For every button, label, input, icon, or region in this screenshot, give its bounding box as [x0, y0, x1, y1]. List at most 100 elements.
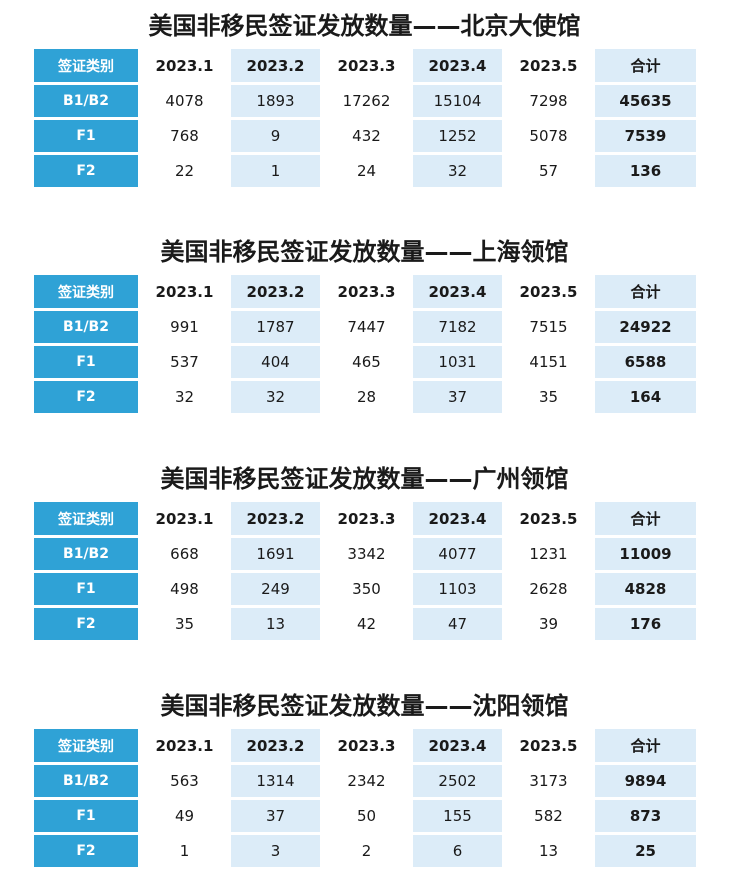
table-row: F1 537 404 465 1031 4151 6588	[33, 344, 697, 379]
table-row: F1 49 37 50 155 582 873	[33, 798, 697, 833]
table-cell: 39	[503, 606, 594, 641]
visa-table: 签证类别 2023.1 2023.2 2023.3 2023.4 2023.5 合计 B1/B…	[33, 501, 697, 641]
visa-type-label: B1/B2	[33, 309, 139, 344]
visa-type-label: F2	[33, 606, 139, 641]
table-cell: 17262	[321, 83, 412, 118]
table-title: 美国非移民签证发放数量——上海领馆	[160, 238, 569, 266]
column-header-month: 2023.1	[139, 501, 230, 536]
table-cell: 3173	[503, 763, 594, 798]
table-cell: 7515	[503, 309, 594, 344]
row-total: 4828	[594, 571, 697, 606]
table-cell: 2502	[412, 763, 503, 798]
table-cell: 2342	[321, 763, 412, 798]
table-cell: 404	[230, 344, 321, 379]
table-title: 美国非移民签证发放数量——广州领馆	[160, 465, 569, 493]
row-total: 164	[594, 379, 697, 414]
table-cell: 155	[412, 798, 503, 833]
table-cell: 6	[412, 833, 503, 868]
table-cell: 537	[139, 344, 230, 379]
row-total: 6588	[594, 344, 697, 379]
table-row: F2 1 3 2 6 13 25	[33, 833, 697, 868]
table-cell: 1103	[412, 571, 503, 606]
column-header-month: 2023.5	[503, 48, 594, 83]
column-header-month: 2023.2	[230, 274, 321, 309]
table-cell: 5078	[503, 118, 594, 153]
column-header-month: 2023.3	[321, 728, 412, 763]
visa-type-label: F1	[33, 118, 139, 153]
row-total: 7539	[594, 118, 697, 153]
visa-table: 签证类别 2023.1 2023.2 2023.3 2023.4 2023.5 合计 B1/B…	[33, 48, 697, 188]
column-header-month: 2023.3	[321, 48, 412, 83]
table-cell: 498	[139, 571, 230, 606]
table-cell: 465	[321, 344, 412, 379]
table-cell: 7298	[503, 83, 594, 118]
visa-type-label: F2	[33, 379, 139, 414]
table-cell: 768	[139, 118, 230, 153]
row-total: 873	[594, 798, 697, 833]
table-row: F1 498 249 350 1103 2628 4828	[33, 571, 697, 606]
column-header-month: 2023.5	[503, 274, 594, 309]
row-total: 176	[594, 606, 697, 641]
table-cell: 47	[412, 606, 503, 641]
visa-type-label: F1	[33, 344, 139, 379]
header-row: 签证类别 2023.1 2023.2 2023.3 2023.4 2023.5 合计	[33, 501, 697, 536]
visa-type-label: F2	[33, 833, 139, 868]
table-row: F1 768 9 432 1252 5078 7539	[33, 118, 697, 153]
table-cell: 350	[321, 571, 412, 606]
column-header-month: 2023.3	[321, 501, 412, 536]
column-header-month: 2023.5	[503, 501, 594, 536]
table-cell: 249	[230, 571, 321, 606]
table-cell: 57	[503, 153, 594, 188]
column-header-month: 2023.5	[503, 728, 594, 763]
visa-type-label: B1/B2	[33, 83, 139, 118]
table-cell: 1231	[503, 536, 594, 571]
row-total: 24922	[594, 309, 697, 344]
column-header-month: 2023.1	[139, 274, 230, 309]
table-cell: 432	[321, 118, 412, 153]
table-cell: 2	[321, 833, 412, 868]
table-cell: 22	[139, 153, 230, 188]
table-cell: 1	[139, 833, 230, 868]
header-row: 签证类别 2023.1 2023.2 2023.3 2023.4 2023.5 合计	[33, 48, 697, 83]
visa-type-label: B1/B2	[33, 763, 139, 798]
column-header-total: 合计	[594, 48, 697, 83]
column-header-month: 2023.1	[139, 728, 230, 763]
table-cell: 3342	[321, 536, 412, 571]
table-title: 美国非移民签证发放数量——沈阳领馆	[160, 692, 569, 720]
table-cell: 1691	[230, 536, 321, 571]
table-cell: 35	[503, 379, 594, 414]
table-cell: 668	[139, 536, 230, 571]
row-total: 45635	[594, 83, 697, 118]
table-cell: 32	[139, 379, 230, 414]
table-row: F2 32 32 28 37 35 164	[33, 379, 697, 414]
table-cell: 37	[230, 798, 321, 833]
table-cell: 1893	[230, 83, 321, 118]
table-cell: 1252	[412, 118, 503, 153]
table-cell: 15104	[412, 83, 503, 118]
table-cell: 24	[321, 153, 412, 188]
table-cell: 7182	[412, 309, 503, 344]
table-cell: 35	[139, 606, 230, 641]
table-cell: 2628	[503, 571, 594, 606]
table-cell: 4077	[412, 536, 503, 571]
table-cell: 563	[139, 763, 230, 798]
row-total: 136	[594, 153, 697, 188]
visa-type-label: B1/B2	[33, 536, 139, 571]
table-cell: 4151	[503, 344, 594, 379]
column-header-category: 签证类别	[33, 274, 139, 309]
header-row: 签证类别 2023.1 2023.2 2023.3 2023.4 2023.5 合计	[33, 274, 697, 309]
table-cell: 13	[230, 606, 321, 641]
table-cell: 1031	[412, 344, 503, 379]
column-header-total: 合计	[594, 501, 697, 536]
header-row: 签证类别 2023.1 2023.2 2023.3 2023.4 2023.5 合计	[33, 728, 697, 763]
table-row: B1/B2 4078 1893 17262 15104 7298 45635	[33, 83, 697, 118]
column-header-month: 2023.3	[321, 274, 412, 309]
column-header-month: 2023.4	[412, 501, 503, 536]
row-total: 9894	[594, 763, 697, 798]
column-header-category: 签证类别	[33, 48, 139, 83]
column-header-category: 签证类别	[33, 501, 139, 536]
visa-type-label: F1	[33, 798, 139, 833]
table-cell: 1787	[230, 309, 321, 344]
column-header-month: 2023.2	[230, 501, 321, 536]
table-row: B1/B2 563 1314 2342 2502 3173 9894	[33, 763, 697, 798]
